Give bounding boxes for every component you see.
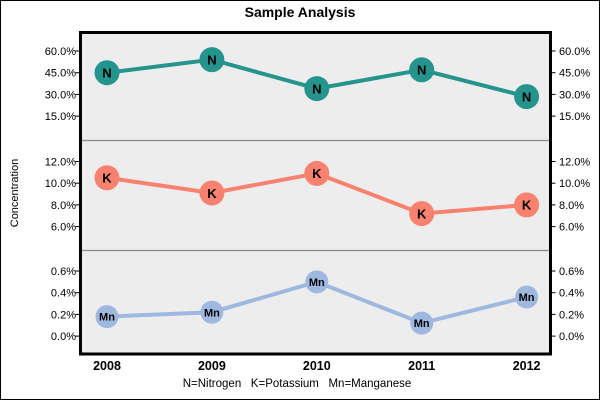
data-point-label: K bbox=[207, 186, 217, 201]
data-point-marker bbox=[94, 60, 120, 86]
y-tick-label: 0.6% bbox=[559, 266, 584, 278]
data-point-marker bbox=[199, 47, 225, 73]
y-tick-label: 15.0% bbox=[45, 111, 76, 123]
y-tick-label: 45.0% bbox=[559, 68, 590, 80]
y-tick-label: 6.0% bbox=[51, 221, 76, 233]
data-point-label: N bbox=[522, 89, 531, 104]
data-point-label: Mn bbox=[204, 307, 220, 319]
y-tick-label: 12.0% bbox=[559, 156, 590, 168]
y-tick-label: 0.2% bbox=[51, 309, 76, 321]
y-tick-label: 0.4% bbox=[51, 288, 76, 300]
y-tick-label: 0.2% bbox=[559, 309, 584, 321]
data-point-marker bbox=[304, 160, 330, 186]
data-point-label: N bbox=[207, 52, 216, 67]
data-point-label: N bbox=[417, 63, 426, 78]
chart-title: Sample Analysis bbox=[244, 4, 356, 20]
y-tick-label: 6.0% bbox=[559, 221, 584, 233]
data-point-label: K bbox=[522, 198, 532, 213]
data-point-label: N bbox=[102, 66, 111, 81]
y-tick-label: 0.0% bbox=[51, 331, 76, 343]
data-point-label: K bbox=[312, 166, 322, 181]
data-point-marker bbox=[95, 305, 119, 329]
data-point-marker bbox=[514, 192, 540, 218]
data-point-marker bbox=[514, 84, 540, 110]
data-point-label: Mn bbox=[99, 312, 115, 324]
y-tick-label: 0.0% bbox=[559, 331, 584, 343]
y-tick-label: 15.0% bbox=[559, 111, 590, 123]
y-tick-label: 60.0% bbox=[45, 46, 76, 58]
data-point-marker bbox=[94, 165, 120, 191]
data-point-marker bbox=[409, 57, 435, 83]
data-point-label: Mn bbox=[414, 318, 430, 330]
y-tick-label: 8.0% bbox=[559, 200, 584, 212]
plot-border bbox=[79, 31, 552, 356]
x-tick-label: 2008 bbox=[93, 359, 121, 373]
data-point-label: Mn bbox=[309, 277, 325, 289]
data-point-marker bbox=[409, 201, 435, 227]
data-point-label: N bbox=[312, 81, 321, 96]
x-tick-label: 2009 bbox=[198, 359, 226, 373]
y-tick-label: 0.6% bbox=[51, 266, 76, 278]
x-tick-label: 2010 bbox=[303, 359, 331, 373]
y-tick-label: 45.0% bbox=[45, 68, 76, 80]
data-point-label: K bbox=[417, 206, 427, 221]
x-tick-label: 2011 bbox=[408, 359, 435, 373]
y-tick-label: 10.0% bbox=[559, 178, 590, 190]
data-point-marker bbox=[410, 311, 434, 335]
data-point-marker bbox=[199, 180, 225, 206]
data-point-marker bbox=[515, 285, 539, 309]
data-point-marker bbox=[200, 300, 224, 324]
y-tick-label: 12.0% bbox=[45, 156, 76, 168]
data-point-marker bbox=[305, 270, 329, 294]
y-tick-label: 10.0% bbox=[45, 178, 76, 190]
y-tick-label: 8.0% bbox=[51, 200, 76, 212]
y-tick-label: 0.4% bbox=[559, 288, 584, 300]
data-point-label: Mn bbox=[519, 292, 535, 304]
data-point-label: K bbox=[102, 171, 112, 186]
x-tick-label: 2012 bbox=[513, 359, 541, 373]
data-point-marker bbox=[304, 76, 330, 102]
footnote-legend: N=Nitrogen K=Potassium Mn=Manganese bbox=[182, 378, 412, 390]
y-tick-label: 30.0% bbox=[45, 89, 76, 101]
y-tick-label: 30.0% bbox=[559, 89, 590, 101]
y-tick-label: 60.0% bbox=[559, 46, 590, 58]
